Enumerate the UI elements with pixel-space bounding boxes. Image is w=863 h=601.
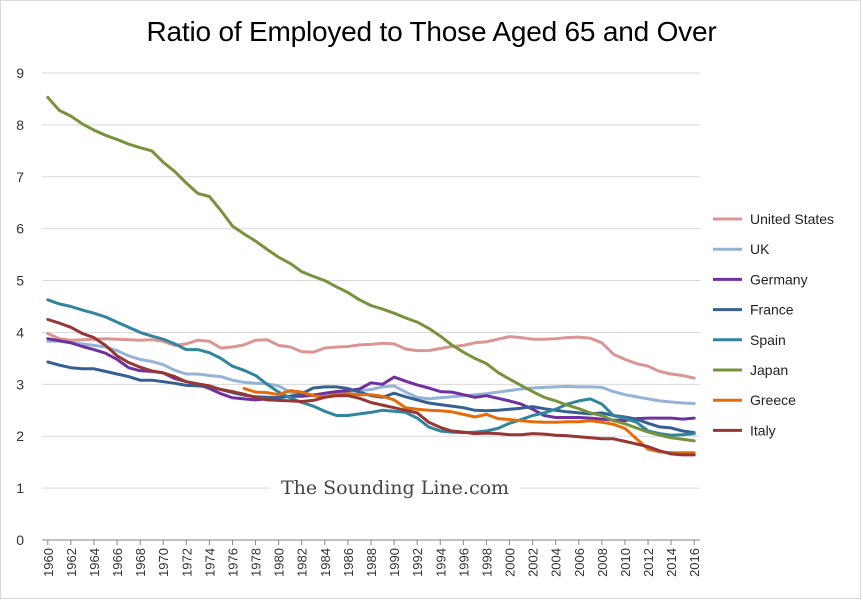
- x-tick-label: 1996: [456, 548, 471, 577]
- x-tick-label: 1968: [133, 548, 148, 577]
- x-tick-label: 1994: [433, 548, 448, 577]
- legend-label: Greece: [750, 392, 796, 408]
- series-line-japan: [46, 95, 696, 443]
- x-tick-label: 1976: [225, 548, 240, 577]
- legend-label: Italy: [750, 422, 776, 438]
- x-tick-label: 2014: [664, 548, 679, 577]
- legend-label: Spain: [750, 332, 786, 348]
- x-tick-label: 2008: [595, 548, 610, 577]
- x-tick-label: 2012: [641, 548, 656, 577]
- y-tick-label: 7: [16, 169, 24, 185]
- x-tick-label: 2006: [572, 548, 587, 577]
- series-line-uk: [46, 339, 696, 405]
- legend-label: UK: [750, 241, 770, 257]
- x-tick-label: 2002: [526, 548, 541, 577]
- x-tick-label: 1992: [410, 548, 425, 577]
- x-tick-label: 1980: [272, 548, 287, 577]
- x-tick-label: 2016: [687, 548, 702, 577]
- y-tick-label: 4: [16, 324, 24, 340]
- x-tick-label: 1962: [64, 548, 79, 577]
- legend-label: Germany: [750, 271, 808, 287]
- y-tick-label: 6: [16, 221, 24, 237]
- y-tick-label: 8: [16, 117, 24, 133]
- x-tick-label: 2004: [549, 548, 564, 577]
- x-tick-label: 1978: [249, 548, 264, 577]
- legend-label: Japan: [750, 362, 788, 378]
- legend-label: France: [750, 302, 794, 318]
- x-tick-label: 1960: [41, 548, 56, 577]
- series-line-united-states: [46, 332, 696, 380]
- series-line-italy: [46, 318, 696, 457]
- watermark-text: The Sounding Line.com: [270, 470, 520, 506]
- x-tick-label: 1986: [341, 548, 356, 577]
- y-tick-label: 1: [16, 480, 24, 496]
- x-tick-label: 1974: [202, 548, 217, 577]
- x-tick-label: 1970: [156, 548, 171, 577]
- y-tick-label: 0: [16, 532, 24, 548]
- y-tick-label: 2: [16, 428, 24, 444]
- x-tick-label: 2010: [618, 548, 633, 577]
- x-tick-label: 1990: [387, 548, 402, 577]
- y-tick-label: 3: [16, 376, 24, 392]
- x-tick-label: 1982: [295, 548, 310, 577]
- y-tick-label: 5: [16, 273, 24, 289]
- x-tick-label: 1964: [87, 548, 102, 577]
- y-tick-label: 9: [16, 65, 24, 81]
- x-tick-label: 1972: [179, 548, 194, 577]
- x-tick-label: 1998: [479, 548, 494, 577]
- chart-title: Ratio of Employed to Those Aged 65 and O…: [146, 16, 717, 47]
- series-line-greece: [242, 387, 696, 455]
- x-tick-label: 1966: [110, 548, 125, 577]
- series-line-spain: [46, 298, 696, 437]
- x-tick-label: 1984: [318, 548, 333, 577]
- x-tick-label: 2000: [503, 548, 518, 577]
- legend-label: United States: [750, 211, 834, 227]
- x-tick-label: 1988: [364, 548, 379, 577]
